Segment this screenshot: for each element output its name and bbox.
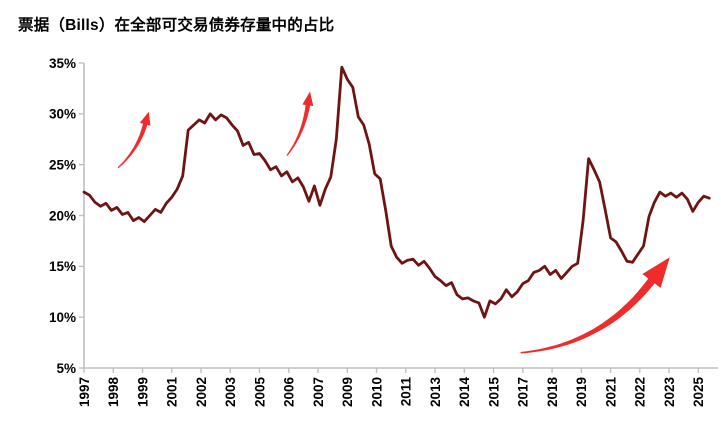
y-tick-label: 10% xyxy=(49,310,76,325)
x-tick-label: 2017 xyxy=(516,377,531,407)
trend-arrow-icon xyxy=(520,257,670,354)
x-tick-label: 2009 xyxy=(340,377,355,407)
x-tick-label: 2010 xyxy=(369,377,384,407)
y-tick-label: 15% xyxy=(49,259,76,274)
x-tick-label: 2011 xyxy=(399,377,414,407)
trend-arrows xyxy=(117,91,670,354)
x-tick-label: 2018 xyxy=(545,377,560,408)
x-tick-label: 2015 xyxy=(486,377,501,408)
x-tick-label: 2007 xyxy=(311,377,326,407)
x-tick-label: 2003 xyxy=(223,377,238,408)
x-tick-label: 2021 xyxy=(603,377,618,408)
x-tick-label: 2006 xyxy=(282,377,297,408)
axes xyxy=(83,63,718,369)
y-tick-label: 35% xyxy=(49,56,76,71)
x-tick-label: 1999 xyxy=(135,377,150,407)
series-lines xyxy=(82,65,711,319)
x-tick-label: 2022 xyxy=(633,377,648,407)
x-tick-label: 2019 xyxy=(574,377,589,407)
y-tick-label: 20% xyxy=(49,208,76,223)
x-tick-label: 2014 xyxy=(457,377,472,408)
x-tick-label: 2002 xyxy=(194,377,209,407)
y-tick-label: 5% xyxy=(56,361,76,376)
x-tick-label: 2025 xyxy=(691,377,706,408)
y-tick-label: 30% xyxy=(49,107,76,122)
trend-arrow-icon xyxy=(117,111,151,169)
x-tick-label: 2001 xyxy=(165,377,180,408)
x-tick-label: 1998 xyxy=(106,377,121,408)
y-axis-ticks: 35% 30% 25% 20% 15% 10% 5% xyxy=(49,56,84,376)
x-tick-label: 2013 xyxy=(428,377,443,408)
trend-arrow-icon xyxy=(286,91,314,156)
x-tick-label: 2023 xyxy=(662,377,677,408)
y-tick-label: 25% xyxy=(49,157,76,172)
bills-share-line xyxy=(82,65,711,319)
x-tick-label: 1997 xyxy=(77,377,92,407)
chart-title: 票据（Bills）在全部可交易债券存量中的占比 xyxy=(18,17,335,34)
x-tick-label: 2005 xyxy=(252,377,267,408)
x-axis-ticks: 1997 1998 1999 2001 2002 2003 2005 2006 2007 2009… xyxy=(77,368,706,407)
